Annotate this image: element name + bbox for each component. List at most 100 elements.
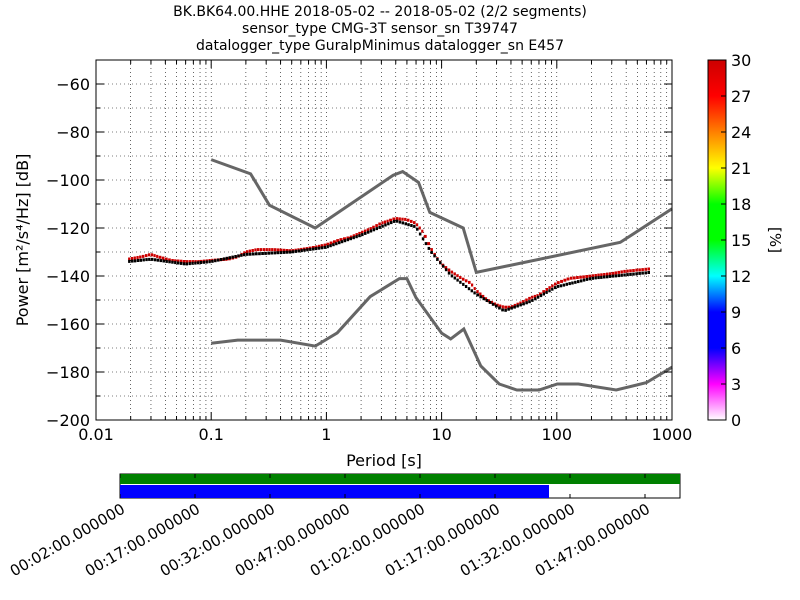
psd-bin — [407, 223, 410, 227]
psd-bin — [542, 292, 545, 296]
psd-bin — [579, 279, 583, 283]
psd-bin — [148, 257, 151, 261]
psd-bin — [208, 260, 211, 264]
psd-bin — [306, 248, 309, 252]
psd-bin — [576, 276, 579, 279]
psd-bin — [499, 304, 502, 308]
psd-bin — [476, 290, 479, 294]
psd-bin — [336, 239, 340, 243]
psd-bin — [551, 284, 554, 288]
psd-bin — [335, 242, 338, 246]
psd-bin — [536, 294, 539, 298]
psd-bin — [635, 272, 638, 276]
psd-bin — [282, 248, 286, 252]
title-line-3: datalogger_type GuralpMinimus datalogger… — [196, 38, 564, 54]
psd-bin — [608, 272, 612, 276]
psd-bin — [361, 230, 364, 234]
psd-bin — [320, 246, 324, 250]
psd-bin — [392, 217, 396, 221]
psd-bin — [482, 297, 486, 301]
psd-bin — [490, 300, 494, 304]
psd-bin — [243, 251, 246, 255]
psd-bin — [430, 251, 433, 254]
psd-bin — [510, 306, 513, 310]
psd-bin — [418, 226, 421, 230]
psd-bin — [343, 239, 347, 243]
psd-bin — [291, 250, 295, 254]
y-tick-label: −160 — [46, 315, 90, 334]
colorbar: 0 3 6 9 12 15 18 21 24 27 30 [%] — [707, 51, 784, 430]
psd-bin — [556, 281, 560, 285]
psd-bin — [282, 250, 286, 254]
psd-bin — [136, 256, 139, 259]
psd-bin — [491, 302, 495, 306]
psd-bin — [369, 229, 373, 233]
psd-bin — [165, 257, 168, 261]
psd-bin — [427, 242, 430, 246]
psd-bin — [197, 261, 200, 265]
psd-bin — [528, 296, 531, 300]
colorbar-tick-label: 3 — [731, 375, 741, 394]
x-tick-label: 0.01 — [78, 425, 114, 444]
psd-bin — [467, 287, 471, 291]
psd-bin — [516, 302, 519, 306]
psd-bin — [300, 249, 303, 253]
psd-bin — [464, 279, 468, 283]
colorbar-tick-label: 21 — [731, 159, 751, 178]
x-axis: 0.01 0.1 1 10 100 1000 — [78, 60, 692, 444]
psd-bin — [519, 301, 522, 305]
psd-bin — [228, 256, 231, 260]
psd-bin — [551, 287, 554, 291]
psd-bin — [267, 251, 270, 255]
psd-bin — [158, 255, 162, 259]
psd-bin — [507, 305, 511, 309]
psd-bin — [456, 278, 459, 282]
psd-bin — [346, 238, 350, 242]
psd-bin — [395, 217, 399, 221]
psd-bin — [603, 275, 606, 279]
psd-bin — [442, 264, 445, 268]
psd-bin — [179, 261, 183, 265]
psd-bin — [261, 252, 264, 255]
psd-bin — [355, 233, 358, 237]
psd-bin — [585, 277, 589, 281]
psd-bin — [539, 294, 543, 298]
psd-bin — [513, 303, 517, 307]
psd-bin — [174, 259, 177, 263]
psd-bin — [410, 219, 413, 223]
psd-bin — [318, 244, 321, 248]
psd-bin — [199, 261, 203, 264]
psd-bin — [248, 249, 252, 253]
psd-bin — [608, 274, 612, 278]
psd-bin — [427, 246, 431, 250]
psd-bin — [211, 259, 214, 263]
psd-bin — [591, 274, 594, 278]
psd-coverage-bar — [120, 485, 549, 498]
data-coverage-bar — [120, 474, 680, 484]
y-tick-label: −60 — [56, 75, 90, 94]
psd-bin — [240, 253, 243, 257]
colorbar-label: [%] — [766, 227, 784, 253]
psd-bin — [464, 285, 468, 288]
psd-bin — [459, 276, 462, 279]
psd-bin — [142, 258, 145, 262]
psd-bin — [326, 242, 330, 246]
psd-bin — [381, 221, 384, 225]
psd-bin — [352, 236, 355, 240]
psd-bin — [501, 308, 504, 312]
psd-bin — [519, 303, 522, 307]
psd-bin — [424, 242, 428, 246]
psd-bin — [165, 259, 168, 263]
psd-bin — [594, 276, 597, 280]
psd-bin — [507, 307, 510, 311]
psd-bin — [421, 229, 424, 233]
psd-bin — [366, 230, 370, 234]
psd-bin — [131, 259, 134, 263]
psd-bin — [349, 237, 352, 241]
psd-bin — [585, 275, 588, 278]
psd-bin — [404, 222, 407, 226]
psd-bin — [162, 259, 165, 263]
psd-bin — [485, 299, 489, 302]
psd-bin — [623, 273, 626, 277]
psd-bin — [626, 269, 629, 273]
